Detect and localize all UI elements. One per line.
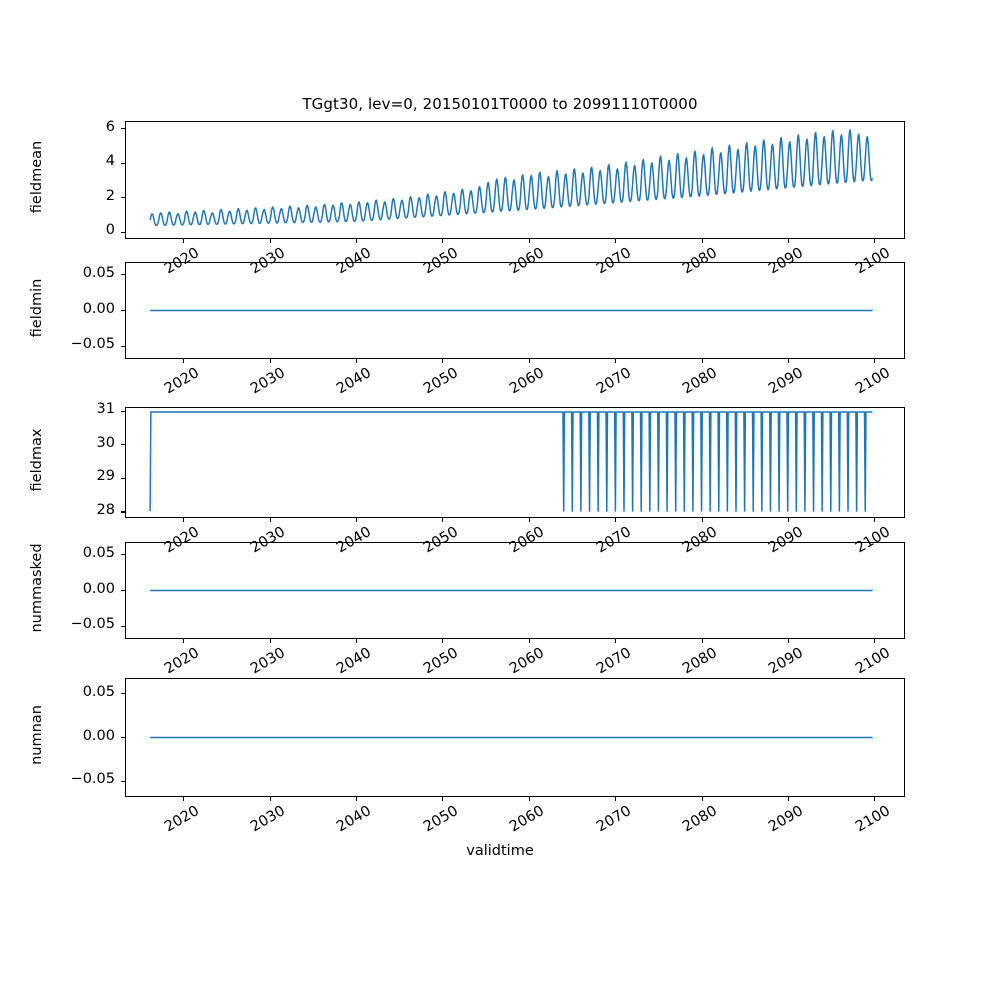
x-tick-label: 2030 [248,803,289,836]
panel-fieldmin [125,262,905,359]
x-tick-mark [615,239,617,243]
y-axis-label: fieldmin [29,278,45,337]
y-tick-label: 0.05 [82,683,115,700]
panel-numnan [125,678,905,797]
y-tick-label: 6 [105,118,115,135]
x-tick-label: 2090 [766,803,807,836]
y-tick-label: 0.05 [82,264,115,281]
x-tick-mark [787,797,789,801]
y-axis-label: fieldmean [29,140,45,214]
x-tick-mark [787,639,789,643]
y-tick-label: 0.00 [82,580,115,597]
panel-numnan-plotarea [126,679,904,796]
x-tick-mark [269,639,271,643]
x-tick-mark [528,797,530,801]
x-tick-label: 2040 [334,803,375,836]
x-tick-mark [355,797,358,801]
x-tick-mark [787,359,789,363]
x-tick-mark [355,518,358,522]
x-tick-mark [787,518,789,522]
figure-title: TGgt30, lev=0, 20150101T0000 to 20991110… [302,95,698,113]
x-tick-mark [615,797,617,801]
x-tick-label: 2100 [852,803,893,836]
x-tick-mark [874,639,876,643]
x-tick-mark [701,359,703,363]
y-tick-label: 31 [96,401,115,418]
x-tick-mark [183,518,185,522]
x-tick-mark [528,639,530,643]
y-tick-label: 0 [105,222,115,239]
x-tick-mark [355,239,358,243]
panel-nummasked-plotarea [126,543,904,638]
panel-fieldmax-plotarea [126,408,904,517]
x-tick-mark [183,639,185,643]
x-tick-label: 2070 [593,803,634,836]
x-tick-mark [701,518,703,522]
panel-nummasked [125,542,905,639]
fieldmean-series [126,122,904,238]
x-tick-mark [183,359,185,363]
y-tick-label: 0.00 [82,727,115,744]
y-tick-label: −0.05 [70,771,115,788]
x-tick-mark [701,639,703,643]
x-tick-mark [701,239,703,243]
y-tick-label: 2 [105,187,115,204]
y-tick-label: 30 [96,434,115,451]
x-tick-label: 2060 [507,803,548,836]
y-tick-label: 29 [96,468,115,485]
x-tick-mark [874,797,876,801]
x-tick-mark [528,239,530,243]
y-tick-label: −0.05 [70,336,115,353]
x-tick-mark [874,359,876,363]
y-axis-label: nummasked [29,542,45,633]
panel-fieldmax [125,407,905,518]
y-tick-label: 4 [105,153,115,170]
x-tick-mark [615,359,617,363]
x-tick-mark [442,518,444,522]
x-tick-mark [183,797,185,801]
x-tick-label: 2050 [420,803,461,836]
x-tick-label: 2020 [161,803,202,836]
y-axis-label: fieldmax [29,428,45,491]
x-tick-mark [874,239,876,243]
fieldmax-series [126,408,904,517]
nummasked-series [126,543,904,638]
x-tick-mark [442,639,444,643]
x-tick-mark [442,239,444,243]
x-tick-mark [874,518,876,522]
x-tick-mark [701,797,703,801]
x-tick-label: 2080 [680,803,720,836]
x-tick-mark [615,518,617,522]
y-tick-label: 0.00 [82,300,115,317]
x-tick-mark [615,639,617,643]
x-tick-mark [269,518,271,522]
x-tick-mark [269,239,271,243]
x-axis-label: validtime [466,843,534,859]
x-tick-mark [528,518,530,522]
panel-fieldmin-plotarea [126,263,904,358]
panel-fieldmean-plotarea [126,122,904,238]
x-tick-mark [355,639,358,643]
y-tick-label: 0.05 [82,544,115,561]
fieldmin-series [126,263,904,358]
panel-fieldmean [125,121,905,239]
x-tick-mark [355,359,358,363]
y-axis-label: numnan [29,704,45,765]
x-tick-mark [787,239,789,243]
x-tick-mark [528,359,530,363]
x-tick-mark [442,797,444,801]
y-tick-label: −0.05 [70,616,115,633]
x-tick-mark [269,797,271,801]
y-tick-label: 28 [96,501,115,518]
x-tick-mark [269,359,271,363]
x-tick-mark [442,359,444,363]
x-tick-mark [183,239,185,243]
numnan-series [126,679,904,796]
